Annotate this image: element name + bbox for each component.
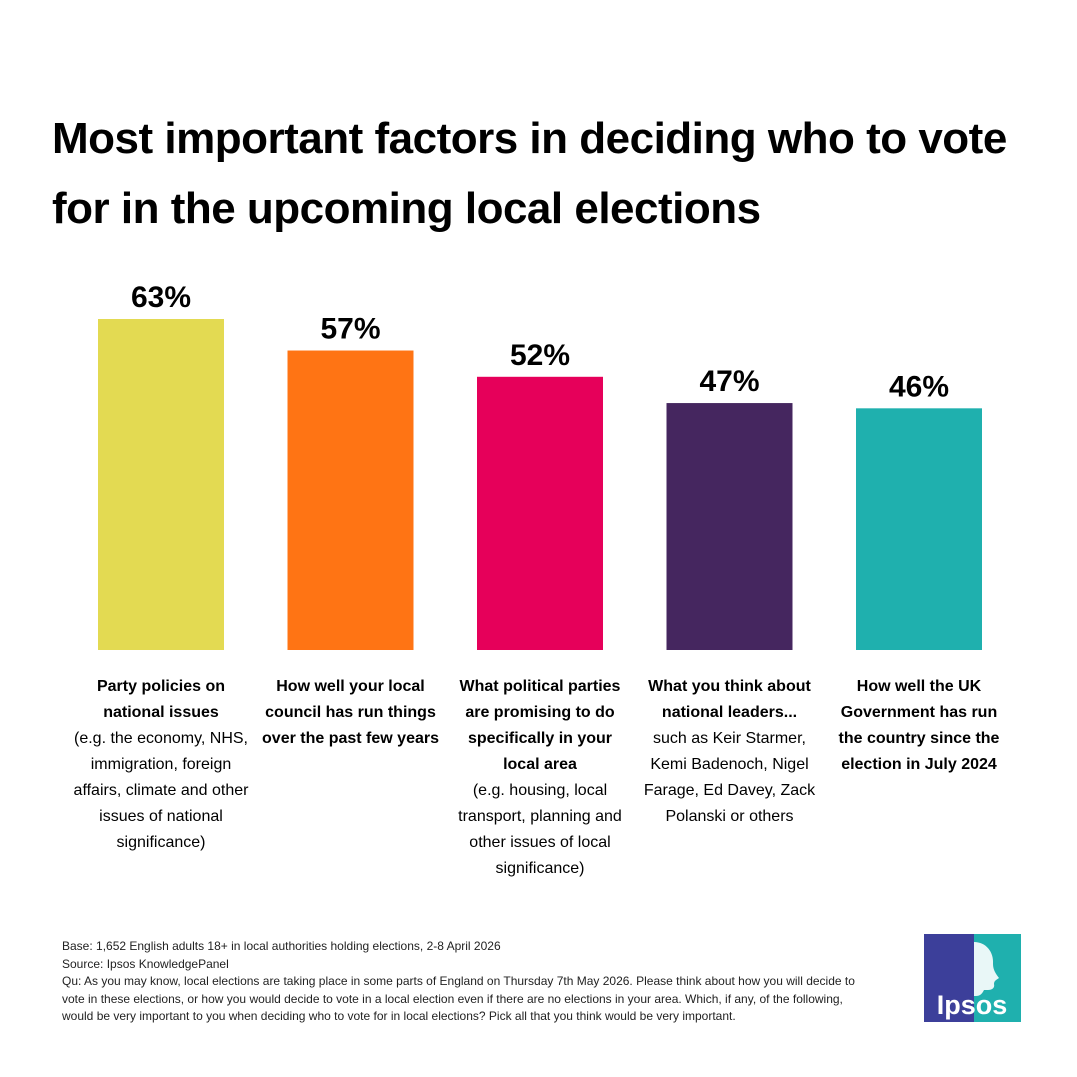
- logo-head-silhouette: [974, 942, 999, 996]
- bar-3: [477, 376, 603, 650]
- value-label-4: 47%: [699, 365, 759, 398]
- footnote-question: Qu: As you may know, local elections are…: [62, 974, 855, 1023]
- category-label-3: What political parties are promising to …: [450, 674, 630, 882]
- ipsos-logo: Ipsos: [924, 934, 1021, 1022]
- value-label-2: 57%: [320, 313, 380, 346]
- category-label-4: What you think about national leaders...…: [640, 674, 820, 830]
- value-label-3: 52%: [510, 339, 570, 372]
- category-title: How well your local council has run thin…: [262, 678, 439, 747]
- chart-title: Most important factors in deciding who t…: [52, 114, 1007, 234]
- category-detail: (e.g. housing, local transport, planning…: [458, 782, 622, 877]
- bar-5: [856, 408, 982, 650]
- category-title: Party policies on national issues: [96, 678, 226, 721]
- category-title: What you think about national leaders...: [648, 678, 811, 721]
- bar-4: [666, 403, 793, 650]
- category-label-1: Party policies on national issues (e.g. t…: [71, 674, 251, 856]
- logo-left-panel: [924, 934, 974, 1022]
- footnote-base: Base: 1,652 English adults 18+ in local …: [62, 939, 501, 953]
- value-label-5: 46%: [889, 370, 949, 403]
- logo-text: Ipsos: [937, 990, 1008, 1020]
- category-label-5: How well the UK Government has run the c…: [829, 674, 1009, 778]
- category-title: How well the UK Government has run the c…: [838, 678, 1000, 773]
- value-label-1: 63%: [131, 281, 191, 314]
- category-detail: such as Keir Starmer, Kemi Badenoch, Nig…: [643, 730, 816, 825]
- footnotes: Base: 1,652 English adults 18+ in local …: [62, 938, 862, 1026]
- category-label-2: How well your local council has run thin…: [261, 674, 441, 752]
- category-detail: (e.g. the economy, NHS, immigration, for…: [73, 730, 249, 851]
- bar-1: [98, 319, 224, 650]
- bar-chart: 63% 57% 52% 47% 46%: [98, 281, 982, 650]
- footnote-source: Source: Ipsos KnowledgePanel: [62, 956, 229, 971]
- bar-2: [287, 350, 414, 650]
- category-title: What political parties are promising to …: [459, 678, 621, 773]
